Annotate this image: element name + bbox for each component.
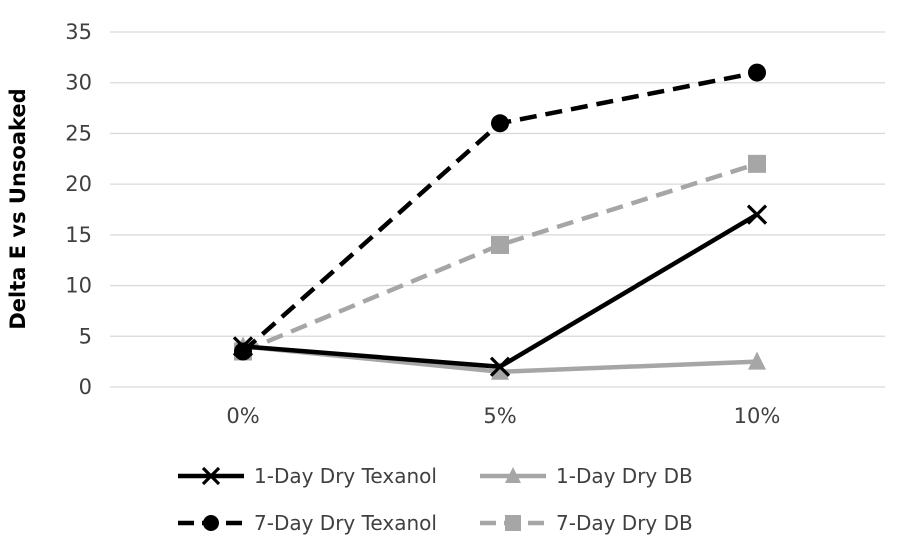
triangle-marker — [748, 351, 766, 370]
circle-marker — [203, 515, 219, 531]
x-marker — [746, 204, 768, 225]
y-tick-label: 30 — [65, 71, 92, 95]
legend-item: 7-Day Dry DB — [480, 511, 693, 535]
legend-item: 1-Day Dry Texanol — [178, 464, 437, 488]
series-0 — [232, 204, 768, 377]
legend-item: 1-Day Dry DB — [480, 464, 693, 488]
square-marker — [505, 515, 521, 531]
x-axis-tick-labels: 0% 5% 10% — [226, 404, 780, 428]
triangle-marker — [505, 467, 521, 483]
y-tick-label: 20 — [65, 172, 92, 196]
y-tick-label: 0 — [79, 375, 92, 399]
x-tick-label: 0% — [226, 404, 259, 428]
y-axis-tick-labels: 0 5 10 15 20 25 30 35 — [65, 20, 92, 399]
square-marker — [491, 236, 509, 254]
y-tick-label: 5 — [79, 324, 92, 348]
y-axis-title: Delta E vs Unsoaked — [6, 88, 30, 329]
triangle-marker — [491, 361, 509, 380]
legend-label: 7-Day Dry DB — [556, 511, 693, 535]
y-tick-label: 10 — [65, 274, 92, 298]
x-marker — [232, 336, 254, 357]
circle-marker — [748, 63, 766, 82]
series-layer — [232, 63, 768, 380]
series-line — [242, 161, 758, 354]
series-1 — [234, 336, 766, 380]
y-tick-label: 25 — [65, 121, 92, 145]
y-tick-label: 15 — [65, 223, 92, 247]
legend-label: 1-Day Dry Texanol — [254, 464, 437, 488]
legend-label: 7-Day Dry Texanol — [254, 511, 437, 535]
x-marker — [201, 466, 221, 486]
square-marker — [748, 154, 766, 173]
legend-label: 1-Day Dry DB — [556, 464, 693, 488]
legend: 1-Day Dry Texanol 1-Day Dry DB 7-Day Dry T… — [178, 464, 693, 535]
legend-item: 7-Day Dry Texanol — [178, 511, 437, 535]
gridlines — [110, 31, 885, 388]
y-tick-label: 35 — [65, 20, 92, 44]
circle-marker — [491, 114, 509, 133]
x-tick-label: 5% — [483, 404, 516, 428]
x-marker — [489, 356, 511, 377]
x-tick-label: 10% — [734, 404, 781, 428]
series-2 — [234, 63, 766, 361]
